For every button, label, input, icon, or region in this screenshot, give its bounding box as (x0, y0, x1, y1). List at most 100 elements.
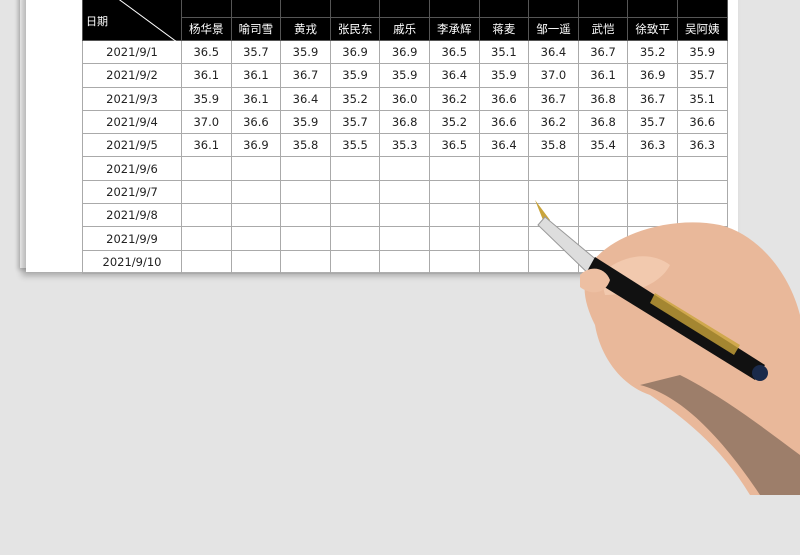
temperature-cell[interactable] (627, 203, 678, 228)
temperature-cell[interactable] (280, 156, 331, 181)
temperature-cell[interactable]: 35.9 (379, 63, 430, 88)
temperature-cell[interactable] (478, 179, 530, 205)
temperature-cell[interactable]: 36.9 (230, 133, 282, 158)
temperature-cell[interactable] (230, 179, 282, 205)
temperature-cell[interactable]: 35.4 (577, 133, 629, 158)
temperature-cell[interactable] (528, 156, 579, 181)
temperature-cell[interactable]: 35.7 (627, 109, 678, 135)
temperature-cell[interactable] (379, 226, 430, 251)
temperature-cell[interactable] (428, 249, 480, 274)
temperature-cell[interactable] (230, 203, 282, 228)
temperature-cell[interactable]: 36.8 (577, 109, 629, 135)
header-top-cell (478, 0, 530, 18)
temperature-cell[interactable]: 36.5 (181, 39, 232, 65)
temperature-cell[interactable]: 36.7 (577, 39, 629, 65)
temperature-cell[interactable]: 36.0 (379, 86, 430, 111)
temperature-cell[interactable]: 35.1 (676, 86, 728, 111)
temperature-cell[interactable]: 36.1 (181, 133, 232, 158)
temperature-cell[interactable]: 36.9 (627, 63, 678, 88)
temperature-cell[interactable] (379, 203, 430, 228)
temperature-cell[interactable]: 36.4 (280, 86, 331, 111)
temperature-cell[interactable]: 36.4 (428, 63, 480, 88)
temperature-cell[interactable]: 36.1 (230, 63, 282, 88)
temperature-cell[interactable]: 36.3 (676, 133, 728, 158)
temperature-cell[interactable]: 36.6 (230, 109, 282, 135)
temperature-cell[interactable] (230, 156, 282, 181)
temperature-cell[interactable] (181, 179, 232, 205)
temperature-cell[interactable]: 35.1 (478, 39, 530, 65)
temperature-cell[interactable]: 35.9 (329, 63, 381, 88)
temperature-cell[interactable] (329, 179, 381, 205)
temperature-cell[interactable]: 36.6 (478, 86, 530, 111)
temperature-cell[interactable]: 36.1 (181, 63, 232, 88)
temperature-cell[interactable]: 36.8 (379, 109, 430, 135)
temperature-cell[interactable]: 36.6 (478, 109, 530, 135)
temperature-cell[interactable] (478, 203, 530, 228)
temperature-cell[interactable] (428, 203, 480, 228)
temperature-cell[interactable] (280, 203, 331, 228)
temperature-cell[interactable] (181, 156, 232, 181)
temperature-cell[interactable]: 35.7 (230, 39, 282, 65)
temperature-cell[interactable] (676, 156, 728, 181)
temperature-cell[interactable]: 36.7 (528, 86, 579, 111)
temperature-cell[interactable]: 36.8 (577, 86, 629, 111)
temperature-cell[interactable]: 37.0 (181, 109, 232, 135)
temperature-cell[interactable]: 35.8 (528, 133, 579, 158)
temperature-cell[interactable]: 36.4 (478, 133, 530, 158)
temperature-cell[interactable]: 36.4 (528, 39, 579, 65)
temperature-cell[interactable] (428, 156, 480, 181)
temperature-cell[interactable] (280, 249, 331, 274)
temperature-cell[interactable]: 36.5 (428, 133, 480, 158)
temperature-cell[interactable]: 35.7 (676, 63, 728, 88)
temperature-cell[interactable]: 36.1 (230, 86, 282, 111)
temperature-cell[interactable]: 37.0 (528, 63, 579, 88)
temperature-cell[interactable]: 36.6 (676, 109, 728, 135)
temperature-cell[interactable] (280, 226, 331, 251)
temperature-cell[interactable] (230, 249, 282, 274)
temperature-cell[interactable]: 35.2 (428, 109, 480, 135)
temperature-cell[interactable]: 35.2 (627, 39, 678, 65)
temperature-cell[interactable]: 36.3 (627, 133, 678, 158)
temperature-cell[interactable]: 35.9 (181, 86, 232, 111)
temperature-cell[interactable] (329, 249, 381, 274)
temperature-cell[interactable]: 35.2 (329, 86, 381, 111)
temperature-cell[interactable]: 35.5 (329, 133, 381, 158)
temperature-cell[interactable] (577, 179, 629, 205)
temperature-cell[interactable] (627, 156, 678, 181)
temperature-cell[interactable]: 35.9 (280, 109, 331, 135)
temperature-cell[interactable]: 35.7 (329, 109, 381, 135)
temperature-cell[interactable]: 36.9 (329, 39, 381, 65)
temperature-cell[interactable]: 35.8 (280, 133, 331, 158)
temperature-cell[interactable]: 36.1 (577, 63, 629, 88)
temperature-cell[interactable]: 36.9 (379, 39, 430, 65)
temperature-cell[interactable] (478, 226, 530, 251)
temperature-cell[interactable] (428, 226, 480, 251)
temperature-cell[interactable] (478, 156, 530, 181)
temperature-cell[interactable] (528, 179, 579, 205)
temperature-cell[interactable] (181, 226, 232, 251)
temperature-cell[interactable] (577, 156, 629, 181)
temperature-cell[interactable] (230, 226, 282, 251)
temperature-cell[interactable] (379, 179, 430, 205)
temperature-cell[interactable]: 35.9 (676, 39, 728, 65)
temperature-cell[interactable] (428, 179, 480, 205)
temperature-cell[interactable] (329, 226, 381, 251)
temperature-cell[interactable]: 36.2 (528, 109, 579, 135)
temperature-cell[interactable] (280, 179, 331, 205)
temperature-cell[interactable] (181, 249, 232, 274)
temperature-cell[interactable] (329, 203, 381, 228)
temperature-cell[interactable] (627, 179, 678, 205)
temperature-cell[interactable]: 35.3 (379, 133, 430, 158)
header-top-cell (577, 0, 629, 18)
temperature-cell[interactable]: 35.9 (280, 39, 331, 65)
temperature-cell[interactable]: 36.7 (627, 86, 678, 111)
temperature-cell[interactable]: 36.2 (428, 86, 480, 111)
temperature-cell[interactable] (478, 249, 530, 274)
temperature-cell[interactable]: 35.9 (478, 63, 530, 88)
temperature-cell[interactable]: 36.7 (280, 63, 331, 88)
temperature-cell[interactable]: 36.5 (428, 39, 480, 65)
temperature-cell[interactable] (379, 156, 430, 181)
temperature-cell[interactable] (379, 249, 430, 274)
temperature-cell[interactable] (181, 203, 232, 228)
temperature-cell[interactable] (329, 156, 381, 181)
